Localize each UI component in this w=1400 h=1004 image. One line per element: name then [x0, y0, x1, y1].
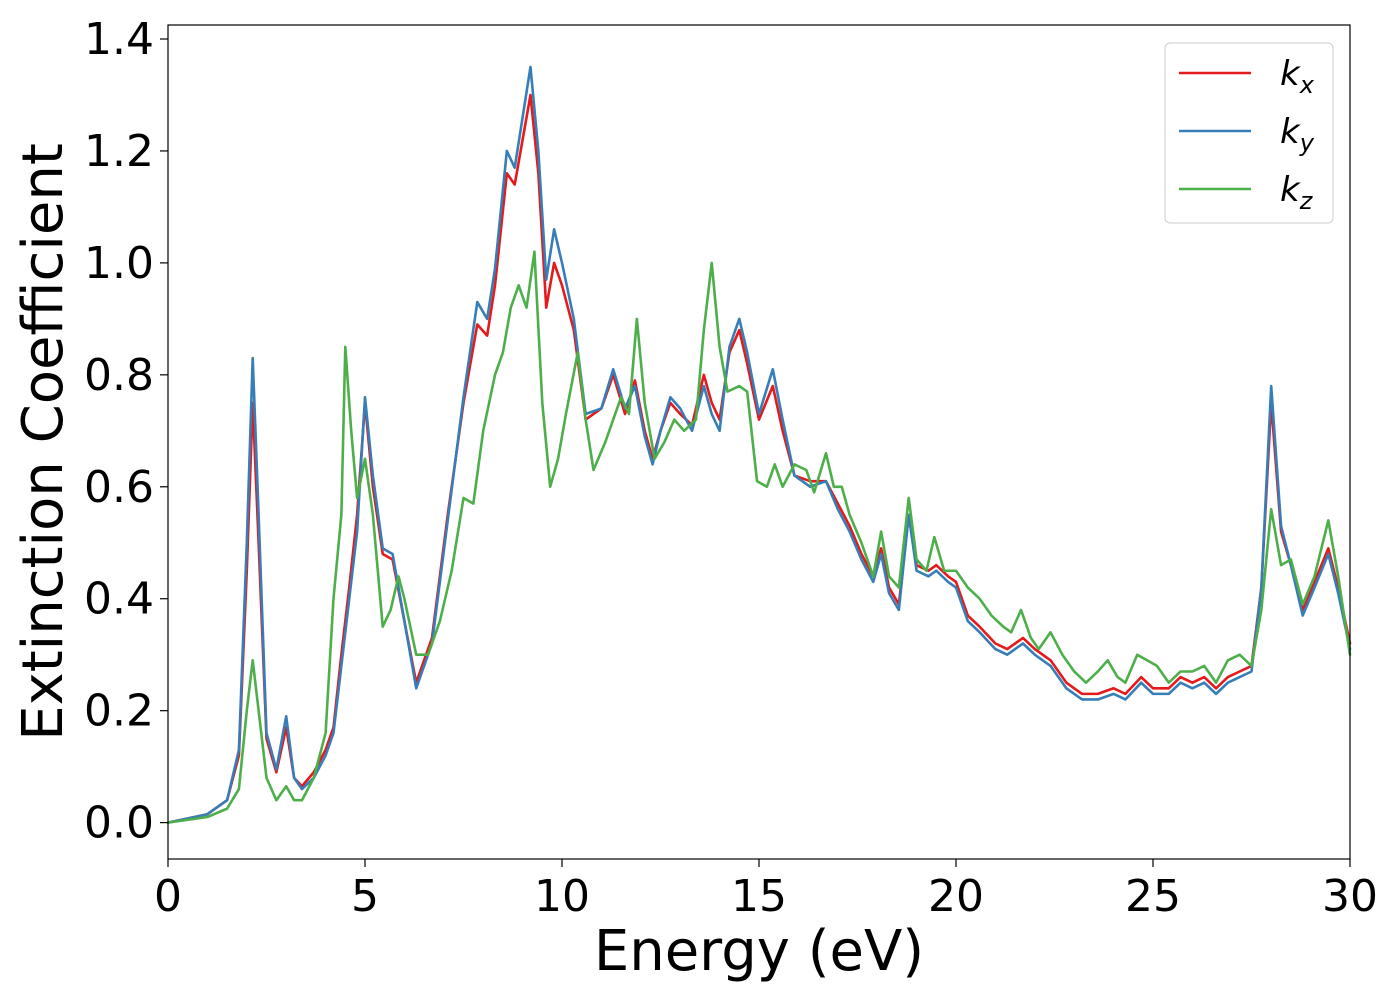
- legend-label-ky: ky: [1280, 112, 1315, 157]
- legend: kx ky kz: [1164, 42, 1334, 224]
- y-axis-label: Extinction Coefficient: [11, 143, 76, 741]
- y-tick-label: 0.0: [84, 798, 154, 849]
- y-tick-label: 1.0: [84, 238, 154, 289]
- x-tick-label: 30: [1322, 871, 1378, 922]
- y-tick-label: 1.4: [84, 14, 154, 65]
- x-axis: 0 5 10 15 20 25 30: [154, 859, 1378, 922]
- y-tick-label: 0.8: [84, 350, 154, 401]
- y-tick-label: 0.4: [84, 574, 154, 625]
- legend-label-kz: kz: [1280, 170, 1314, 215]
- y-tick-label: 1.2: [84, 126, 154, 177]
- y-axis: 0.0 0.2 0.4 0.6 0.8 1.0 1.2 1.4: [84, 14, 168, 849]
- x-tick-label: 0: [154, 871, 182, 922]
- legend-entries: kx ky kz: [1179, 54, 1315, 215]
- x-tick-label: 10: [534, 871, 590, 922]
- x-axis-label: Energy (eV): [594, 919, 924, 984]
- y-tick-label: 0.2: [84, 686, 154, 737]
- x-tick-label: 25: [1125, 871, 1181, 922]
- x-tick-label: 15: [731, 871, 787, 922]
- series-line-kz: [166, 250, 1352, 824]
- y-tick-label: 0.6: [84, 462, 154, 513]
- x-tick-label: 5: [351, 871, 379, 922]
- legend-box: [1164, 42, 1334, 224]
- legend-label-kx: kx: [1280, 54, 1315, 99]
- series-layer: [166, 65, 1352, 824]
- x-tick-label: 20: [928, 871, 984, 922]
- series-line-ky: [166, 65, 1352, 824]
